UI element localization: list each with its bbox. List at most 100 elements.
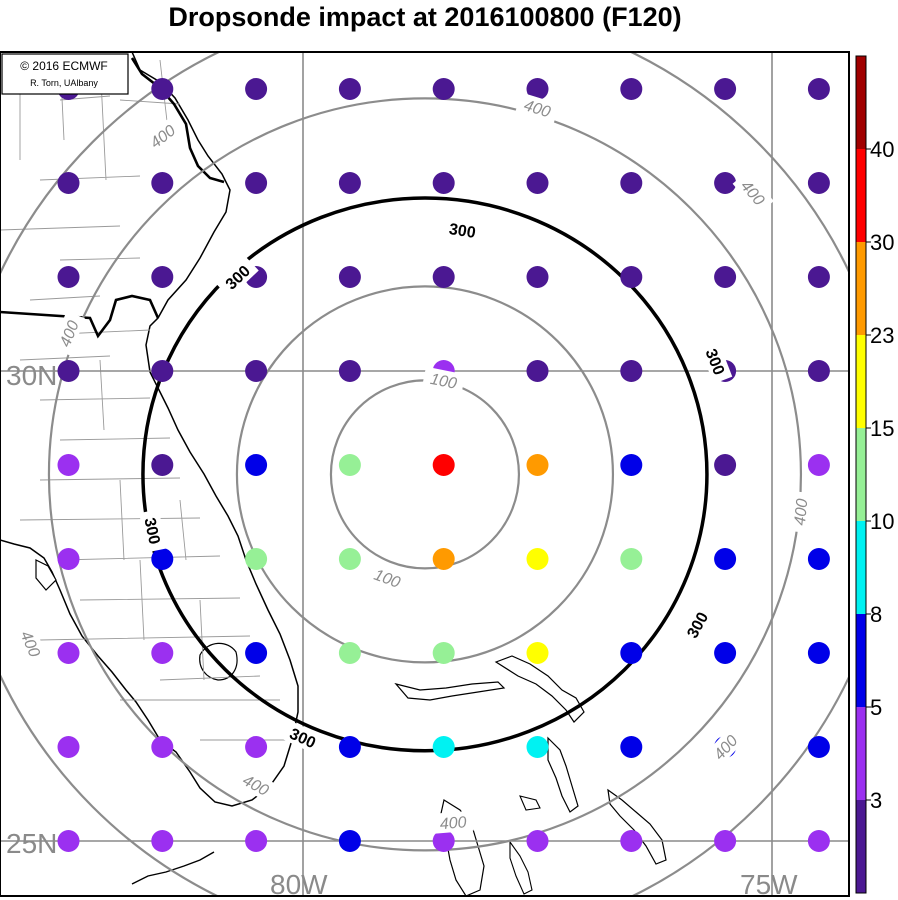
bahamas-eleuthera (547, 736, 579, 813)
colorbar-segment (856, 242, 866, 335)
contour-label-300: 300 (139, 509, 167, 553)
colorbar-segment (856, 521, 866, 614)
dropsonde-point (714, 266, 737, 288)
dropsonde-point (526, 830, 549, 852)
bahamas-grand-bahama (394, 681, 506, 701)
dropsonde-point (526, 172, 549, 194)
dropsonde-point (151, 360, 174, 382)
contour-label-400: 400 (732, 170, 774, 215)
colorbar-tick-label: 8 (870, 602, 882, 627)
contour-400 (47, 97, 803, 852)
lat-label-30n: 30N (6, 360, 57, 391)
dropsonde-point (807, 266, 830, 288)
dropsonde-point (526, 548, 549, 570)
dropsonde-point (526, 642, 549, 664)
contour-label-100: 100 (422, 366, 466, 395)
dropsonde-point (245, 548, 268, 570)
colorbar-segment (856, 614, 866, 707)
contour-label-text: 300 (448, 221, 477, 242)
colorbar-segment (856, 335, 866, 428)
colorbar-tick-label: 40 (870, 137, 894, 162)
contour-label-text: 400 (792, 498, 812, 526)
dropsonde-point (807, 78, 830, 100)
dropsonde-point (526, 736, 549, 758)
contour-label-400: 400 (13, 621, 49, 666)
chart-title: Dropsonde impact at 2016100800 (F120) (168, 2, 682, 32)
dropsonde-point (245, 830, 268, 852)
dropsonde-point (338, 454, 361, 476)
dropsonde-point (151, 642, 174, 664)
contour-label-300: 300 (678, 602, 716, 648)
lon-label-75w: 75W (740, 869, 798, 900)
dropsonde-point (338, 736, 361, 758)
dropsonde-point (620, 78, 643, 100)
dropsonde-point (57, 548, 80, 570)
dropsonde-point (620, 830, 643, 852)
dropsonde-point (526, 454, 549, 476)
colorbar-tick-label: 23 (870, 323, 894, 348)
colorbar-tick-label: 5 (870, 695, 882, 720)
dropsonde-point (432, 172, 455, 194)
colorbar-tick-label: 3 (870, 788, 882, 813)
credit-line-1: © 2016 ECMWF (20, 59, 108, 73)
dropsonde-point (338, 548, 361, 570)
dropsonde-point (432, 642, 455, 664)
dropsonde-point (57, 360, 80, 382)
dropsonde-point (432, 736, 455, 758)
contour-label-text: 100 (371, 567, 402, 592)
dropsonde-point (151, 454, 174, 476)
contour-label-text: 400 (439, 814, 467, 833)
colorbar-segment (856, 428, 866, 521)
dropsonde-point (151, 172, 174, 194)
dropsonde-dots (57, 78, 830, 852)
graticule (0, 52, 849, 896)
dropsonde-point (245, 78, 268, 100)
florida-keys (131, 851, 215, 885)
dropsonde-point (338, 78, 361, 100)
dropsonde-point (245, 360, 268, 382)
dropsonde-point (57, 454, 80, 476)
dropsonde-point (57, 266, 80, 288)
dropsonde-point (151, 548, 174, 570)
contour-label-400: 400 (704, 725, 746, 769)
contour-label-400: 400 (432, 810, 474, 834)
contour-label-text: 100 (429, 371, 459, 393)
dropsonde-point (807, 830, 830, 852)
contour-200 (235, 285, 615, 664)
contour-label-300: 300 (441, 217, 484, 243)
colorbar-frame (855, 55, 867, 894)
credit-line-2: R. Torn, UAlbany (30, 78, 98, 88)
dropsonde-point (245, 642, 268, 664)
dropsonde-point (432, 830, 455, 852)
contour-label-400: 400 (788, 491, 813, 533)
dropsonde-point (807, 642, 830, 664)
lon-label-80w: 80W (270, 869, 328, 900)
dropsonde-point (245, 172, 268, 194)
colorbar-tick-label: 30 (870, 230, 894, 255)
colorbar-segment (856, 800, 866, 893)
dropsonde-point (714, 830, 737, 852)
dropsonde-point (432, 454, 455, 476)
dropsonde-point (620, 266, 643, 288)
dropsonde-point (620, 548, 643, 570)
contour-100 (329, 379, 521, 570)
dropsonde-point (714, 548, 737, 570)
colorbar-segment (856, 149, 866, 242)
dropsonde-point (432, 78, 455, 100)
dropsonde-point (151, 266, 174, 288)
dropsonde-point (807, 172, 830, 194)
dropsonde-point (245, 454, 268, 476)
dropsonde-point (526, 360, 549, 382)
dropsonde-point (245, 736, 268, 758)
credit-box: © 2016 ECMWF R. Torn, UAlbany (1, 53, 129, 95)
tampa-bay (35, 559, 57, 591)
dropsonde-point (338, 266, 361, 288)
dropsonde-point (57, 830, 80, 852)
dropsonde-point (807, 360, 830, 382)
dropsonde-point (57, 172, 80, 194)
dropsonde-point (57, 642, 80, 664)
dropsonde-point (57, 736, 80, 758)
contour-layer (0, 52, 849, 896)
colorbar-tick-label: 15 (870, 416, 894, 441)
